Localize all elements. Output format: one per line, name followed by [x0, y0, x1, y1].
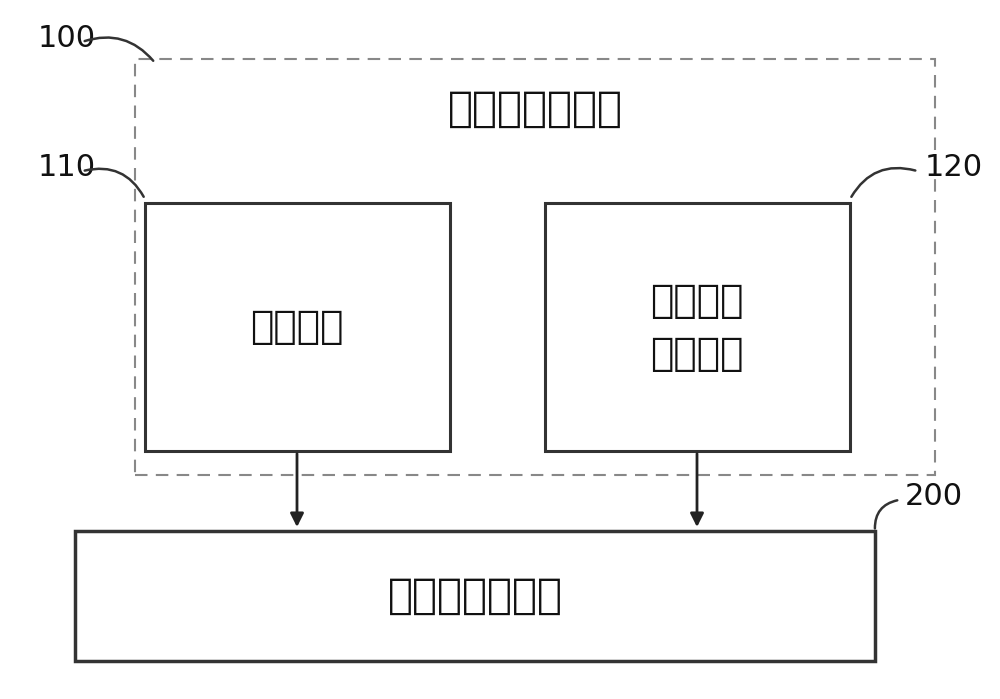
Text: 传感组件: 传感组件 [250, 308, 344, 346]
Text: 100: 100 [38, 24, 96, 53]
Text: 200: 200 [905, 482, 963, 511]
Text: 可移动扫描设备: 可移动扫描设备 [448, 87, 622, 129]
Text: 第一信号处理器: 第一信号处理器 [388, 575, 562, 617]
Bar [545, 203, 850, 451]
Text: 三维点云
扫描仪器: 三维点云 扫描仪器 [650, 282, 744, 373]
Bar [145, 203, 450, 451]
Text: 120: 120 [925, 153, 983, 182]
Text: 110: 110 [38, 153, 96, 182]
Bar [135, 59, 935, 475]
Bar [75, 531, 875, 661]
